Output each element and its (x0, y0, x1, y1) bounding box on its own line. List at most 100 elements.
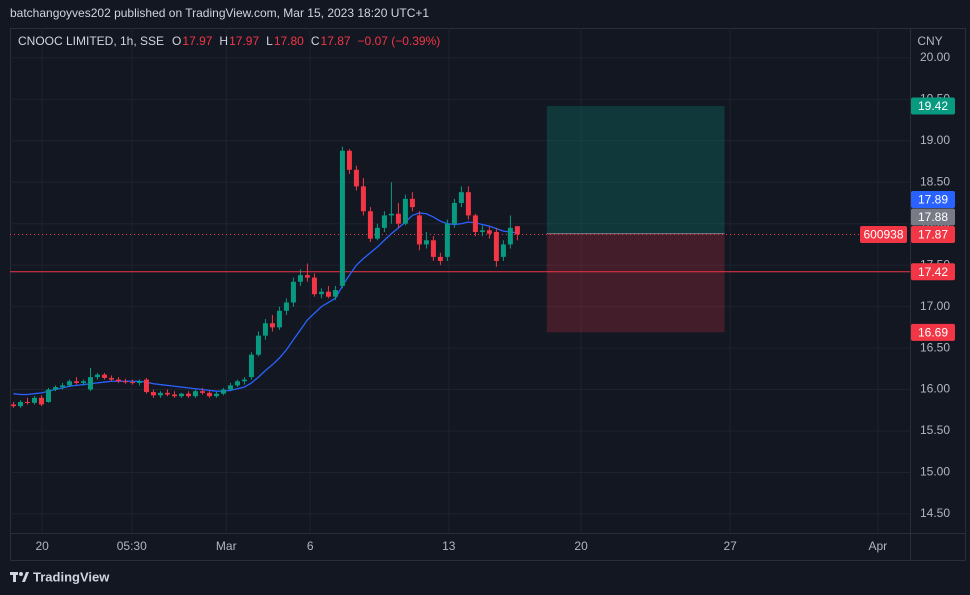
legend-value: 17.80 (274, 34, 304, 48)
candle-body (500, 244, 506, 257)
candle-body (472, 215, 478, 232)
price-label-box (911, 225, 955, 243)
candle-body (94, 374, 100, 378)
y-tick-label: 15.50 (920, 423, 950, 437)
candle-body (332, 290, 338, 297)
candle-body (262, 323, 268, 336)
candle-body (353, 169, 359, 187)
candle-body (430, 240, 436, 257)
candle-body (416, 215, 422, 245)
candle-body (136, 381, 142, 383)
candle-body (108, 377, 114, 380)
candle-body (507, 227, 513, 245)
candle-body (45, 389, 51, 402)
x-tick-label: 6 (307, 539, 314, 553)
candle-body (66, 381, 72, 386)
candle-body (129, 382, 135, 384)
candle-body (283, 302, 289, 311)
y-tick-label: 15.00 (920, 465, 950, 479)
frame (10, 28, 966, 561)
candle-body (206, 392, 212, 397)
candle-body (234, 381, 240, 386)
candle-body (227, 385, 233, 390)
candle-body (255, 335, 261, 355)
currency: CNY (917, 34, 942, 48)
y-tick-label: 16.00 (920, 382, 950, 396)
y-tick-label: 17.00 (920, 299, 950, 313)
footer-logo (10, 572, 29, 582)
candle-body (486, 230, 492, 234)
legend-value: 17.87 (321, 34, 351, 48)
x-tick-label: 13 (442, 539, 456, 553)
candle-body (199, 391, 205, 393)
x-tick-label: 20 (574, 539, 588, 553)
candle-body (143, 379, 149, 393)
candle-body (150, 392, 156, 396)
candle-body (220, 389, 226, 394)
x-tick-label: 20 (36, 539, 50, 553)
legend-key: H (219, 34, 228, 48)
candle-body (402, 198, 408, 224)
candle-body (31, 397, 37, 403)
price-label: 17.89 (918, 193, 948, 207)
x-tick-label: Apr (868, 539, 887, 553)
candle-body (304, 275, 310, 278)
price-label: 19.42 (918, 99, 948, 113)
candle-body (346, 150, 352, 170)
candle-body (24, 401, 30, 403)
candle-body (297, 275, 303, 282)
legend-value: 17.97 (182, 34, 212, 48)
candle-body (269, 323, 275, 328)
legend-key: C (311, 34, 320, 48)
candle-body (276, 310, 282, 328)
candle-body (38, 397, 44, 405)
candle-body (360, 186, 366, 212)
profit-zone (546, 105, 725, 234)
candle-body (17, 401, 23, 407)
price-label-box (911, 323, 955, 341)
price-label-box (911, 190, 955, 208)
price-label-box (911, 208, 955, 226)
legend-symbol: CNOOC LIMITED, 1h, SSE (18, 34, 164, 48)
candle-body (444, 223, 450, 257)
x-tick-label: Mar (216, 539, 237, 553)
candle-body (52, 387, 58, 390)
price-label: 17.88 (918, 210, 948, 224)
candle-body (171, 394, 177, 397)
candle-body (80, 381, 86, 383)
legend-key: L (266, 34, 273, 48)
tag-box (860, 225, 907, 243)
candle-body (318, 291, 324, 295)
candle-body (311, 277, 317, 295)
header: batchangoyves202 published on TradingVie… (10, 6, 429, 20)
price-label: 17.87 (918, 228, 948, 242)
candle-body (325, 291, 331, 297)
candle-body (514, 226, 520, 235)
plot (10, 28, 910, 533)
candle-body (73, 381, 79, 383)
candle-body (437, 256, 443, 262)
candle-body (122, 381, 128, 383)
x-tick-label: 27 (723, 539, 737, 553)
candle-body (423, 240, 429, 245)
candle-body (178, 393, 184, 397)
loss-zone (546, 233, 725, 333)
candle-body (115, 379, 121, 382)
tag-label: 600938 (863, 228, 903, 242)
candle-body (395, 213, 401, 224)
candle-body (213, 393, 219, 397)
candle-body (290, 281, 296, 303)
candle-body (465, 192, 471, 216)
candle-body (10, 404, 16, 407)
legend-change: −0.07 (−0.39%) (358, 34, 441, 48)
moving-average (13, 212, 518, 396)
candle-body (339, 150, 345, 286)
x-tick-label: 05:30 (117, 539, 147, 553)
candle-body (451, 202, 457, 224)
candle-body (101, 374, 107, 378)
price-label: 17.42 (918, 265, 948, 279)
price-label: 16.69 (918, 325, 948, 339)
footer: TradingView (33, 569, 110, 584)
candle-body (479, 230, 485, 232)
